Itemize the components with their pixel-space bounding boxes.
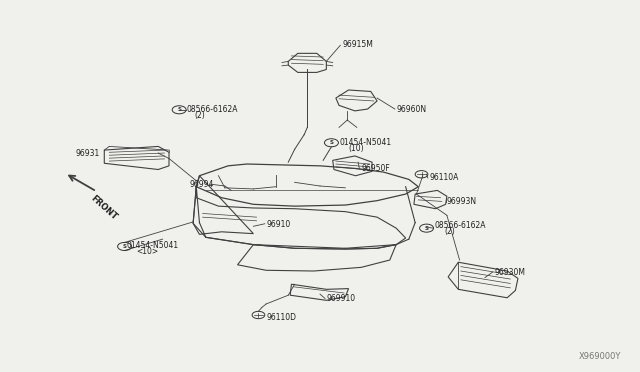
Text: 96915M: 96915M [342,41,373,49]
Text: S: S [177,107,181,112]
Text: 96110A: 96110A [429,173,458,182]
Text: S: S [424,226,429,231]
Text: S: S [330,140,333,145]
Text: 96930M: 96930M [495,267,525,277]
Text: 96910: 96910 [266,220,291,229]
Text: 96993N: 96993N [447,197,477,206]
Text: (2): (2) [444,227,455,236]
Text: 96994: 96994 [190,180,214,189]
Text: 96960N: 96960N [396,105,426,113]
Text: 96931: 96931 [76,148,100,157]
Text: 96950F: 96950F [361,164,390,173]
Text: 01454-N5041: 01454-N5041 [339,138,391,147]
Text: S: S [123,244,127,249]
Text: (10): (10) [349,144,364,153]
Text: 08566-6162A: 08566-6162A [434,221,486,230]
Text: X969000Y: X969000Y [579,352,621,361]
Text: 01454-N5041: 01454-N5041 [127,241,179,250]
Text: 96110D: 96110D [266,314,296,323]
Text: <10>: <10> [136,247,158,256]
Text: FRONT: FRONT [88,193,118,221]
Text: 08566-6162A: 08566-6162A [187,105,238,113]
Text: (2): (2) [195,111,205,120]
Text: 969910: 969910 [326,294,355,303]
